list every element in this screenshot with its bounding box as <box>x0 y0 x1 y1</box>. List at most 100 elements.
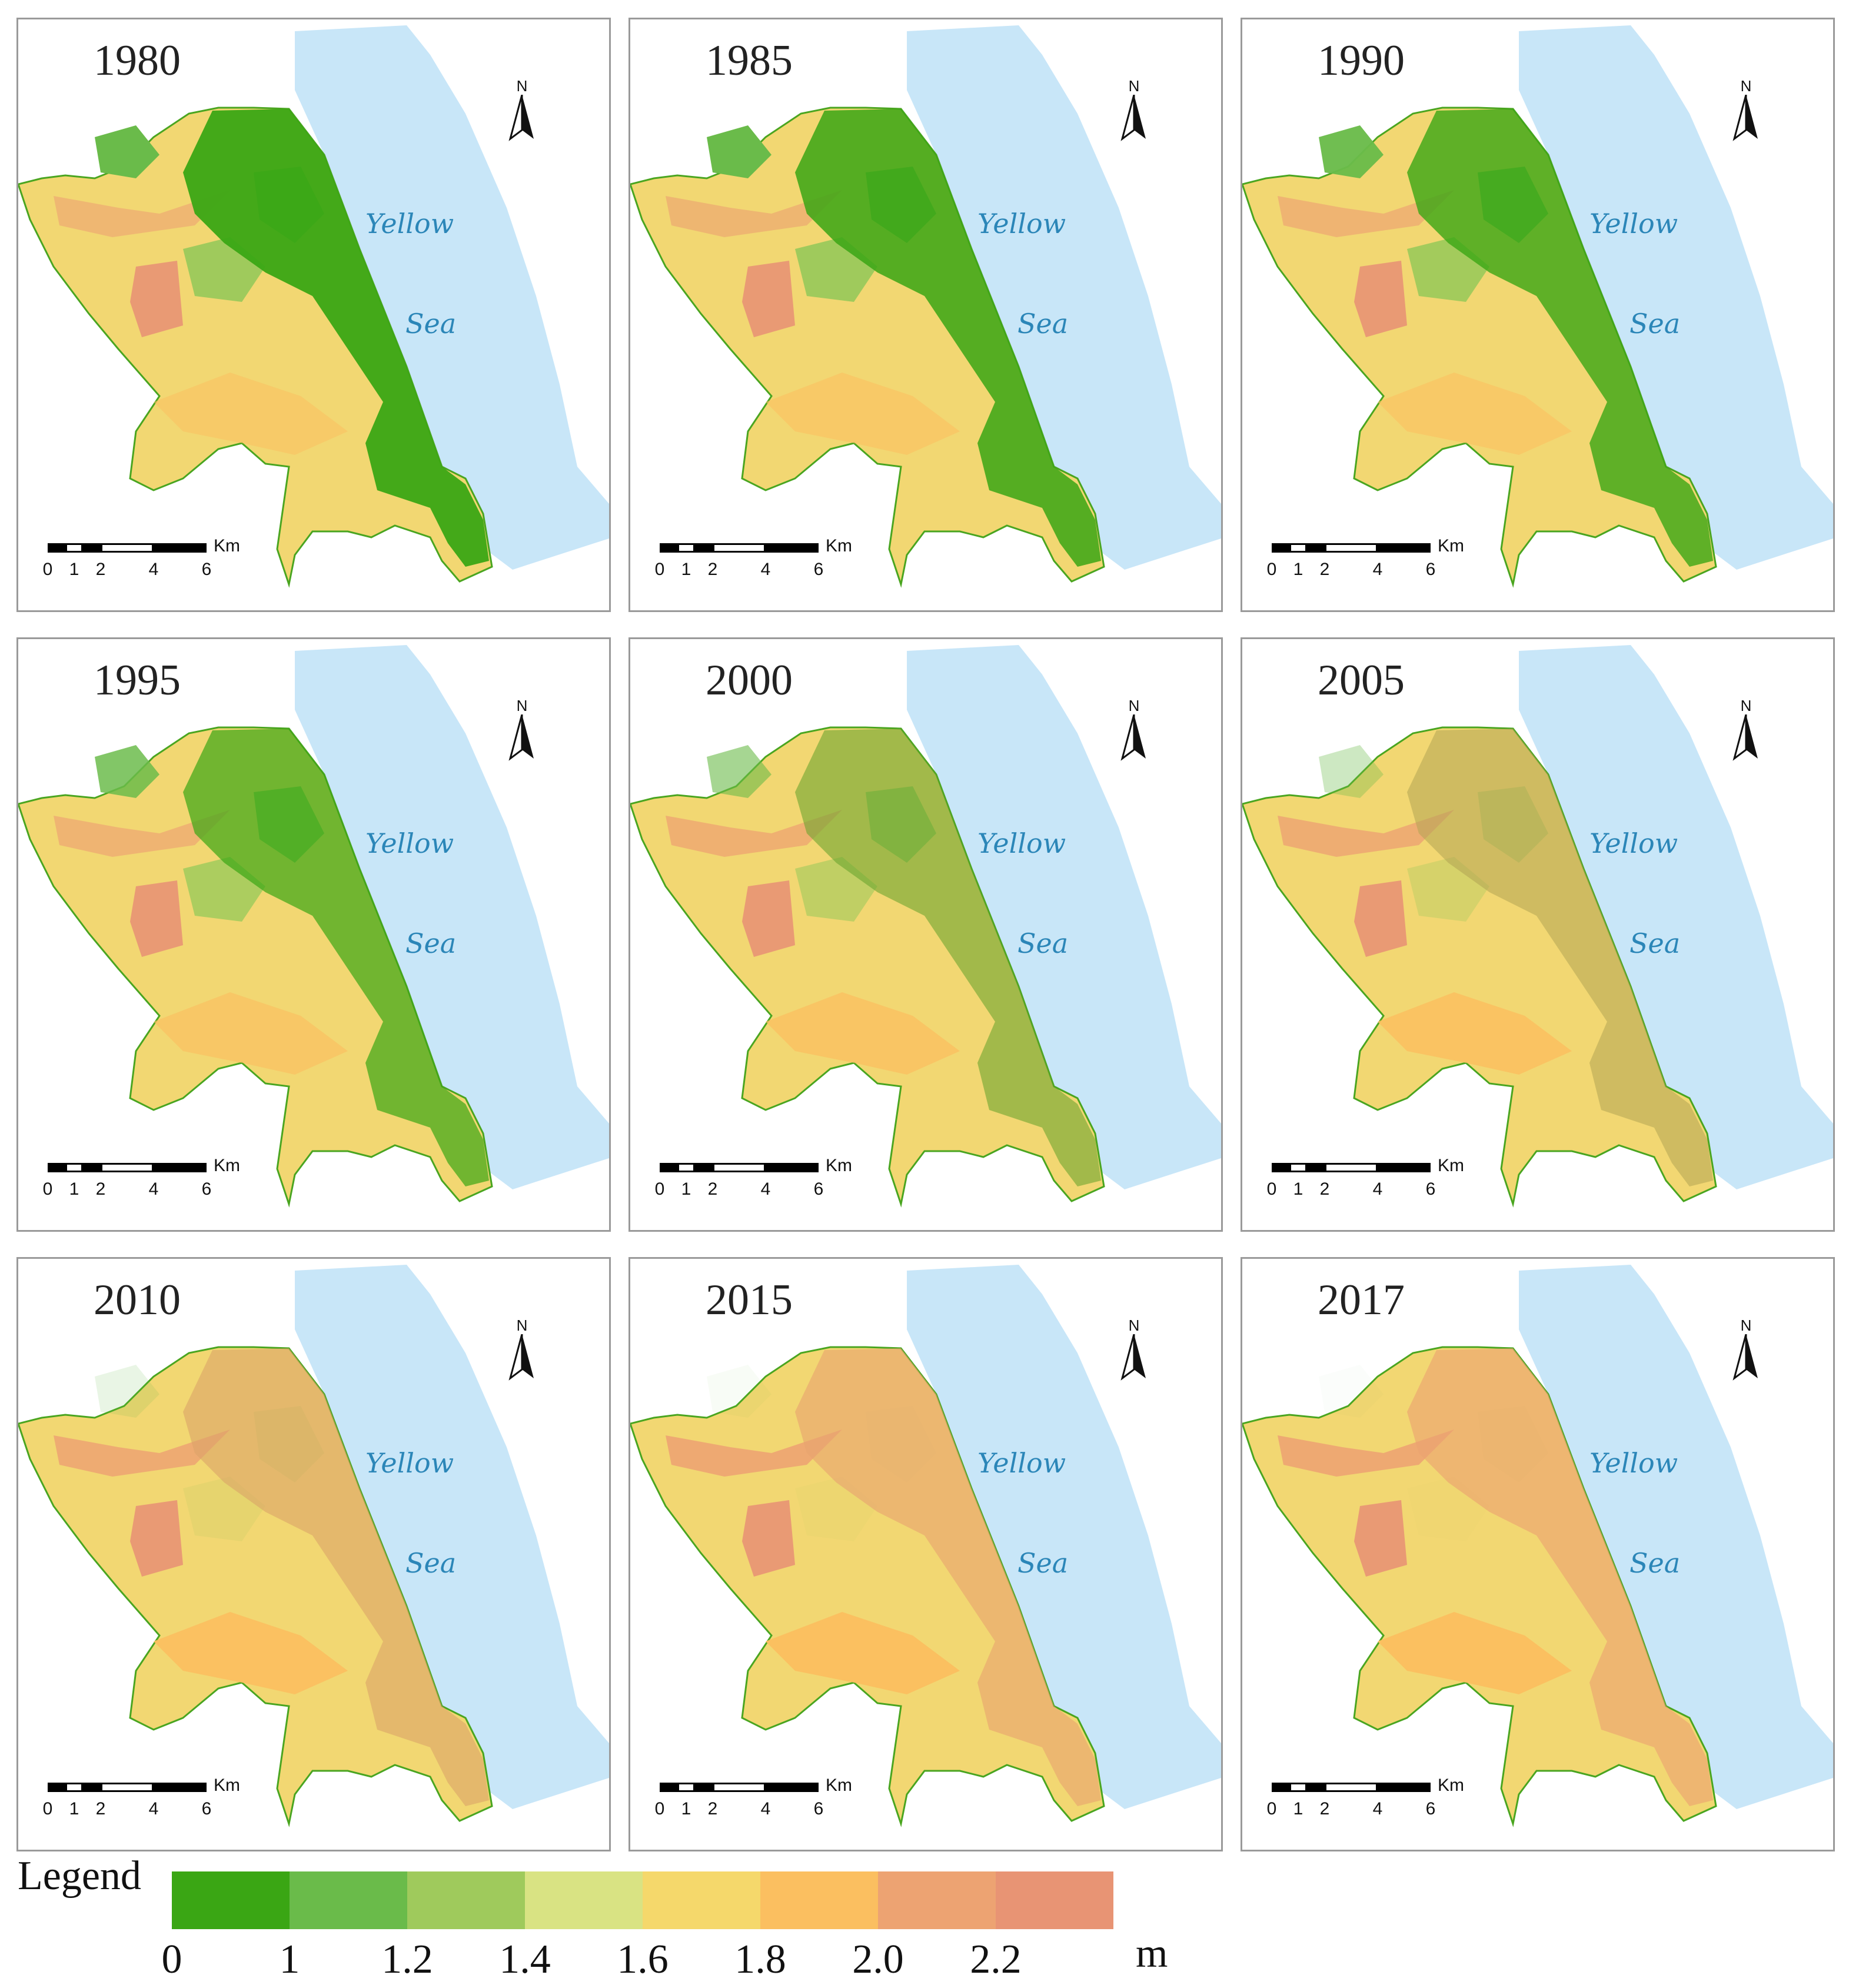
north-arrow-icon: N <box>1116 1317 1152 1381</box>
coastal-green-belt <box>183 109 489 567</box>
scale-bar-segment <box>660 1783 677 1792</box>
scale-bar-tick: 6 <box>1425 1799 1436 1819</box>
scale-bar-tick: 4 <box>1372 560 1383 579</box>
scale-bar-tick: 1 <box>681 1179 691 1199</box>
scale-bar-tick: 0 <box>1266 560 1277 579</box>
scale-bar-segment <box>660 1163 677 1172</box>
scale-bar-segment <box>1378 1783 1431 1792</box>
scale-bar-segment <box>695 1163 713 1172</box>
sea-area <box>907 1265 1221 1809</box>
scale-bar-segment <box>695 1783 713 1792</box>
map-panel-1995: 1995 Yellow Sea N Km 0 1 2 4 6 <box>16 637 611 1232</box>
map-panel-1990: 1990 Yellow Sea N Km 0 1 2 4 6 <box>1241 18 1835 612</box>
scale-bar: Km 0 1 2 4 6 <box>1267 536 1519 590</box>
sea-area <box>295 645 609 1189</box>
scale-bar-tick: 4 <box>1372 1799 1383 1819</box>
map-panel-2000: 2000 Yellow Sea N Km 0 1 2 4 6 <box>628 637 1223 1232</box>
sea-label-sea: Sea <box>1629 927 1681 959</box>
scale-bar-tick: 0 <box>42 1799 53 1819</box>
north-letter: N <box>516 697 528 714</box>
north-arrow-icon: N <box>1728 77 1764 142</box>
scale-bar-unit: Km <box>1438 1776 1464 1795</box>
map-panel-2005: 2005 Yellow Sea N Km 0 1 2 4 6 <box>1241 637 1835 1232</box>
north-letter: N <box>516 77 528 95</box>
coastal-green-belt <box>795 109 1101 567</box>
coastal-green-belt <box>1407 109 1713 567</box>
sea-area <box>907 25 1221 570</box>
scale-bar-segment <box>1272 1783 1289 1792</box>
map-1980 <box>18 25 609 588</box>
scale-bar-tick: 0 <box>42 1179 53 1199</box>
scale-bar-segment <box>154 543 207 553</box>
legend-swatch <box>996 1871 1113 1929</box>
scale-bar-segment <box>1272 543 1289 553</box>
north-letter: N <box>1740 697 1752 714</box>
coastal-green-belt <box>1407 729 1713 1186</box>
scale-bar: Km 0 1 2 4 6 <box>1267 1776 1519 1830</box>
scale-bar-segment <box>101 1163 154 1172</box>
north-letter: N <box>1740 77 1752 95</box>
sea-label-yellow: Yellow <box>1589 208 1678 240</box>
scale-bar-segment <box>48 543 65 553</box>
scale-bar-unit: Km <box>1438 536 1464 556</box>
map-1990 <box>1242 25 1833 588</box>
scale-bar-segment <box>1272 1163 1289 1172</box>
coastal-green-belt <box>183 729 489 1186</box>
legend-label: 2.2 <box>970 1937 1022 1982</box>
scale-bar-tick: 0 <box>42 560 53 579</box>
scale-bar-segment <box>766 1163 819 1172</box>
legend-swatch <box>643 1871 760 1929</box>
panel-year: 2017 <box>1318 1276 1405 1324</box>
scale-bar-tick: 2 <box>707 1799 718 1819</box>
map-2015 <box>630 1265 1221 1827</box>
map-2005 <box>1242 645 1833 1208</box>
scale-bar-segment <box>1378 543 1431 553</box>
panel-year: 1995 <box>94 656 181 704</box>
scale-bar-unit: Km <box>214 536 240 556</box>
scale-bar-tick: 1 <box>69 1179 79 1199</box>
scale-bar-tick: 1 <box>681 560 691 579</box>
map-2010 <box>18 1265 609 1827</box>
scale-bar-segment <box>65 1783 83 1792</box>
scale-bar-segment <box>713 1163 766 1172</box>
map-2000 <box>630 645 1221 1208</box>
scale-bar: Km 0 1 2 4 6 <box>43 1156 295 1210</box>
scale-bar-tick: 2 <box>707 1179 718 1199</box>
scale-bar-tick: 6 <box>1425 560 1436 579</box>
scale-bar-segment <box>1307 1163 1325 1172</box>
map-panel-1985: 1985 Yellow Sea N Km 0 1 2 4 6 <box>628 18 1223 612</box>
scale-bar-segment <box>65 543 83 553</box>
scale-bar-segment <box>65 1163 83 1172</box>
scale-bar-unit: Km <box>214 1156 240 1175</box>
scale-bar-tick: 6 <box>813 1179 824 1199</box>
scale-bar-tick: 2 <box>95 560 106 579</box>
panel-year: 2000 <box>706 656 793 704</box>
legend-label: 1.2 <box>381 1937 433 1982</box>
legend-swatch <box>878 1871 996 1929</box>
scale-bar-segment <box>677 543 695 553</box>
scale-bar-tick: 6 <box>813 1799 824 1819</box>
scale-bar-segment <box>83 543 101 553</box>
panel-year: 1985 <box>706 36 793 85</box>
sea-label-yellow: Yellow <box>365 827 454 859</box>
north-letter: N <box>516 1317 528 1334</box>
scale-bar-tick: 6 <box>201 1799 212 1819</box>
legend-title: Legend <box>18 1853 141 1899</box>
scale-bar: Km 0 1 2 4 6 <box>43 1776 295 1830</box>
scale-bar-segment <box>154 1783 207 1792</box>
map-1995 <box>18 645 609 1208</box>
sea-label-yellow: Yellow <box>977 827 1066 859</box>
scale-bar-tick: 4 <box>148 1799 159 1819</box>
scale-bar-tick: 6 <box>1425 1179 1436 1199</box>
scale-bar-unit: Km <box>1438 1156 1464 1175</box>
scale-bar-unit: Km <box>214 1776 240 1795</box>
scale-bar-tick: 2 <box>1319 1799 1330 1819</box>
scale-bar-segment <box>1325 1783 1378 1792</box>
scale-bar-tick: 0 <box>654 1179 665 1199</box>
scale-bar-tick: 0 <box>1266 1179 1277 1199</box>
map-1985 <box>630 25 1221 588</box>
map-grid: 1980 Yellow Sea N Km 0 1 2 4 6 1985 Yellow Sea N Km 0 1 2… <box>16 18 1835 1851</box>
legend-label: 1.8 <box>734 1937 786 1982</box>
map-2017 <box>1242 1265 1833 1827</box>
scale-bar-unit: Km <box>826 1156 852 1175</box>
